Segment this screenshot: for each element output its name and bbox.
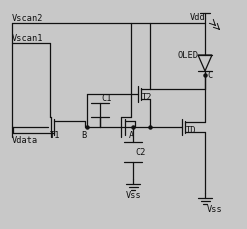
Text: Vss: Vss <box>207 204 223 213</box>
Text: Vss: Vss <box>126 190 142 199</box>
Text: C2: C2 <box>135 147 145 156</box>
Text: Vscan2: Vscan2 <box>12 14 43 23</box>
Text: B: B <box>81 131 86 139</box>
Text: OLED: OLED <box>177 51 198 60</box>
Text: TD: TD <box>186 125 197 134</box>
Text: T1: T1 <box>50 131 61 139</box>
Text: Vdd: Vdd <box>190 13 206 22</box>
Text: C1: C1 <box>101 94 111 103</box>
Text: C: C <box>207 71 212 80</box>
Text: T2: T2 <box>142 93 152 101</box>
Text: Vscan1: Vscan1 <box>12 34 43 43</box>
Text: Vdata: Vdata <box>12 135 38 144</box>
Text: A: A <box>129 131 134 139</box>
